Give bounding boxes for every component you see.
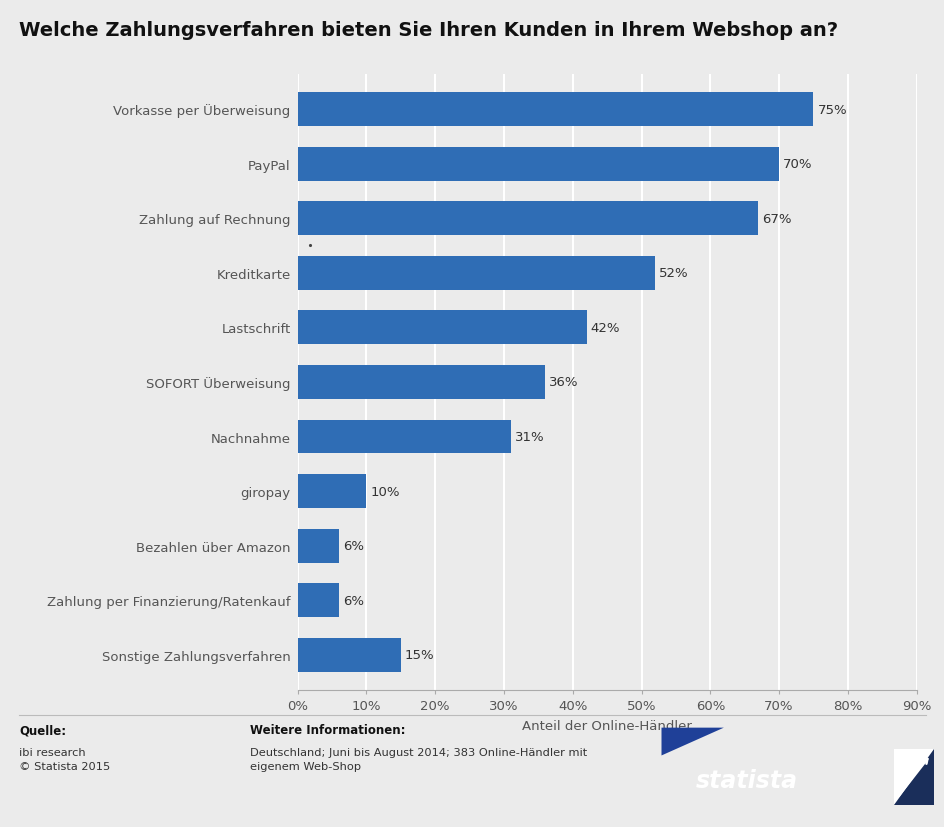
Text: 52%: 52% [659,267,688,280]
Text: Deutschland; Juni bis August 2014; 383 Online-Händler mit
eigenem Web-Shop: Deutschland; Juni bis August 2014; 383 O… [250,747,587,771]
Text: 6%: 6% [343,594,363,607]
Bar [297,147,778,181]
Bar [297,584,339,618]
Text: 15%: 15% [405,648,434,662]
Bar [297,420,511,454]
Bar [297,529,339,563]
Polygon shape [661,728,723,756]
Text: Welche Zahlungsverfahren bieten Sie Ihren Kunden in Ihrem Webshop an?: Welche Zahlungsverfahren bieten Sie Ihre… [19,21,837,40]
Text: Quelle:: Quelle: [19,724,66,737]
Text: ibi research
© Statista 2015: ibi research © Statista 2015 [19,747,110,771]
Text: 42%: 42% [590,322,619,334]
Text: 75%: 75% [817,103,847,117]
X-axis label: Anteil der Online-Händler: Anteil der Online-Händler [522,719,691,733]
Bar [297,366,545,399]
Text: 10%: 10% [370,485,399,498]
Text: 31%: 31% [514,431,544,443]
Text: 70%: 70% [783,158,812,171]
Bar [297,311,586,345]
Text: Weitere Informationen:: Weitere Informationen: [250,724,406,737]
FancyBboxPatch shape [893,749,933,805]
Bar [297,93,813,127]
Bar [297,475,366,509]
Text: 6%: 6% [343,539,363,552]
Text: statista: statista [695,768,797,792]
Bar [297,256,654,290]
Bar [297,638,400,672]
Text: 67%: 67% [762,213,791,226]
Text: 36%: 36% [548,376,579,389]
Bar [297,202,758,236]
Polygon shape [893,749,933,805]
